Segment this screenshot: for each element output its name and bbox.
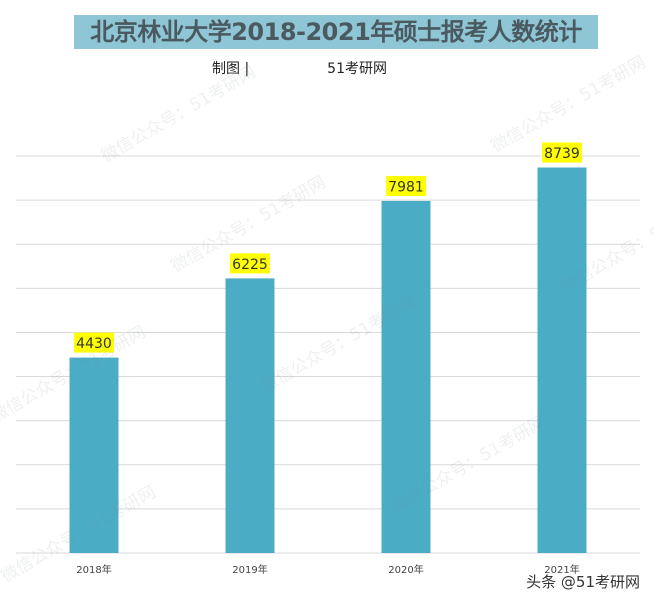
data-label-bg (542, 142, 582, 163)
data-label: 8739 (544, 146, 580, 162)
data-label: 7981 (388, 179, 424, 195)
chart-title: 北京林业大学2018-2021年硕士报考人数统计 (74, 15, 598, 49)
x-tick-label: 2020年 (388, 563, 423, 576)
bar-2021年 (537, 167, 587, 553)
data-label-bg (386, 175, 426, 196)
bar-2018年 (69, 357, 119, 553)
x-tick-label: 2021年 (544, 563, 579, 576)
bar-2020年 (381, 200, 431, 553)
credit-source: 51考研网 (327, 61, 387, 77)
data-label-bg (74, 332, 114, 353)
data-label: 4430 (76, 336, 112, 352)
x-tick-label: 2019年 (232, 563, 267, 576)
bar-2019年 (225, 278, 275, 553)
data-label-bg (230, 253, 270, 274)
data-label: 6225 (232, 257, 268, 273)
chart-credit: 制图 | 51考研网 (212, 58, 387, 78)
footer-source: 头条 @51考研网 (526, 573, 640, 591)
credit-prefix: 制图 | (212, 61, 250, 77)
x-tick-label: 2018年 (76, 563, 111, 576)
